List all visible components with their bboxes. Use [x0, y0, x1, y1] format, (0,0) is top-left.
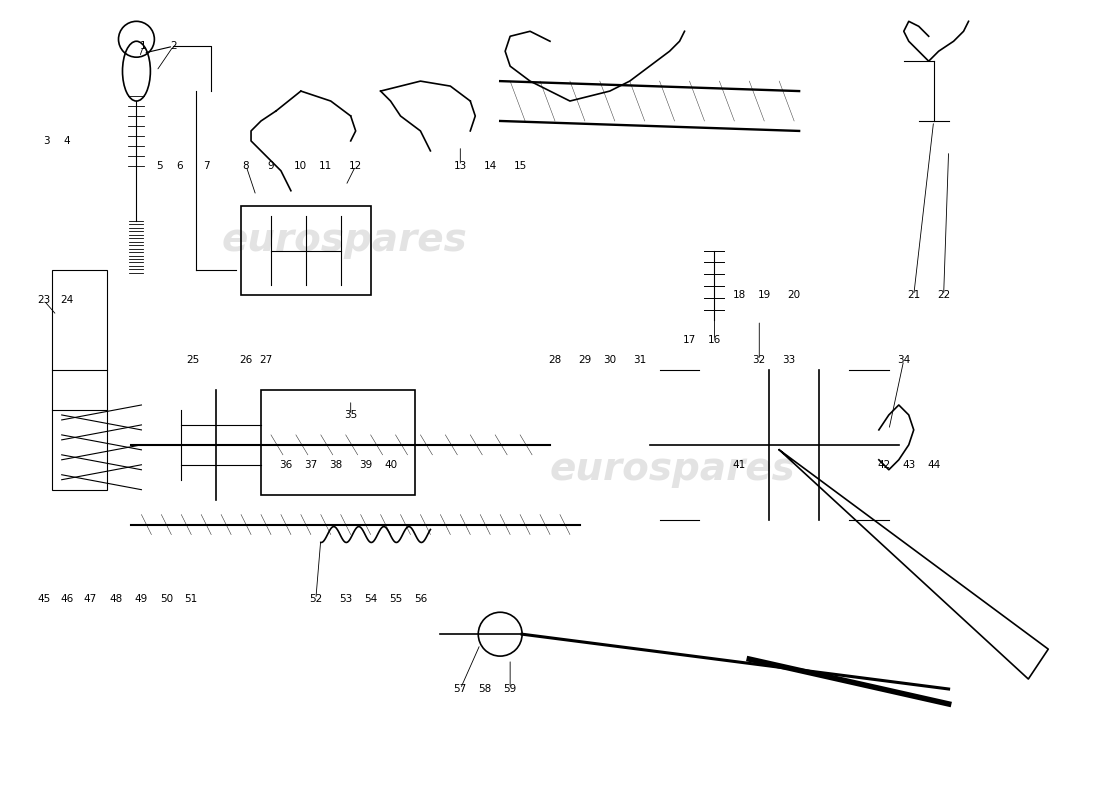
- Text: 32: 32: [752, 355, 766, 365]
- Text: 7: 7: [202, 161, 209, 171]
- Text: 3: 3: [43, 136, 51, 146]
- Text: 40: 40: [384, 460, 397, 470]
- Text: 4: 4: [64, 136, 70, 146]
- Text: 35: 35: [344, 410, 358, 420]
- Text: 19: 19: [758, 290, 771, 300]
- Text: 37: 37: [305, 460, 318, 470]
- Text: 10: 10: [295, 161, 307, 171]
- Text: 38: 38: [329, 460, 342, 470]
- Text: 45: 45: [37, 594, 51, 604]
- Text: 49: 49: [135, 594, 149, 604]
- Text: 56: 56: [414, 594, 427, 604]
- Text: 47: 47: [82, 594, 96, 604]
- Bar: [52, 270, 107, 490]
- Text: 23: 23: [37, 295, 51, 306]
- Text: 52: 52: [309, 594, 322, 604]
- Text: 55: 55: [389, 594, 403, 604]
- Text: 9: 9: [267, 161, 274, 171]
- Text: 21: 21: [908, 290, 921, 300]
- Text: 11: 11: [319, 161, 332, 171]
- Text: 28: 28: [549, 355, 562, 365]
- Text: 33: 33: [782, 355, 795, 365]
- Text: 34: 34: [898, 355, 911, 365]
- Text: 53: 53: [339, 594, 352, 604]
- Text: 12: 12: [349, 161, 362, 171]
- Text: eurospares: eurospares: [550, 450, 795, 488]
- Text: 50: 50: [160, 594, 173, 604]
- Text: 2: 2: [170, 42, 177, 51]
- Text: 20: 20: [788, 290, 801, 300]
- Text: 54: 54: [364, 594, 377, 604]
- Text: 41: 41: [733, 460, 746, 470]
- Text: 6: 6: [176, 161, 183, 171]
- Text: 57: 57: [453, 684, 466, 694]
- Text: 18: 18: [733, 290, 746, 300]
- Text: 29: 29: [579, 355, 592, 365]
- Text: 5: 5: [156, 161, 163, 171]
- Text: 8: 8: [243, 161, 250, 171]
- Text: 15: 15: [514, 161, 527, 171]
- Text: 1: 1: [140, 42, 146, 51]
- Text: 51: 51: [185, 594, 198, 604]
- Text: 24: 24: [60, 295, 74, 306]
- Text: 31: 31: [634, 355, 647, 365]
- Text: 25: 25: [187, 355, 200, 365]
- Text: 27: 27: [260, 355, 273, 365]
- Text: 36: 36: [279, 460, 293, 470]
- Text: 59: 59: [504, 684, 517, 694]
- Text: 22: 22: [937, 290, 950, 300]
- Text: 43: 43: [902, 460, 915, 470]
- Text: 17: 17: [683, 335, 696, 346]
- Text: 14: 14: [484, 161, 497, 171]
- Text: 16: 16: [707, 335, 722, 346]
- Text: 48: 48: [110, 594, 123, 604]
- Text: 42: 42: [877, 460, 891, 470]
- Text: eurospares: eurospares: [221, 221, 466, 258]
- Text: 13: 13: [453, 161, 466, 171]
- Text: 44: 44: [927, 460, 940, 470]
- Text: 58: 58: [478, 684, 492, 694]
- Bar: [261, 390, 416, 494]
- Bar: [241, 206, 371, 295]
- Text: 39: 39: [359, 460, 372, 470]
- Text: 30: 30: [603, 355, 616, 365]
- Text: 46: 46: [60, 594, 74, 604]
- Text: 26: 26: [240, 355, 253, 365]
